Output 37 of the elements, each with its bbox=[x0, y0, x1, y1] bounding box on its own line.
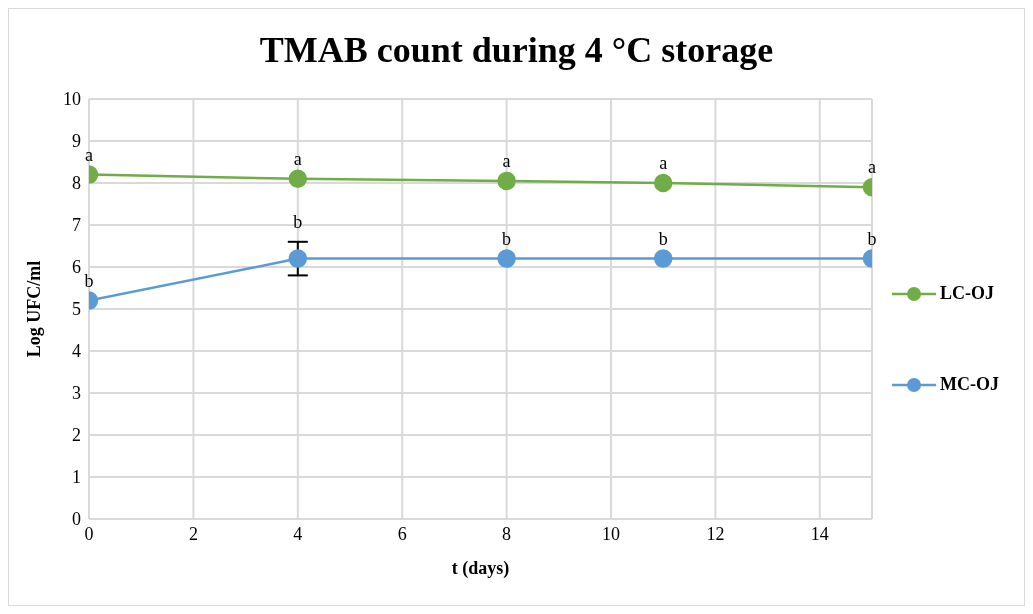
annotation: b bbox=[867, 228, 877, 249]
annotation: b bbox=[293, 211, 303, 232]
point bbox=[653, 249, 673, 268]
x-axis-title: t (days) bbox=[451, 558, 510, 579]
y-axis-title: Log UFC/ml bbox=[24, 260, 45, 358]
annotation: b bbox=[502, 228, 512, 249]
x-tick-label: 14 bbox=[810, 523, 829, 544]
x-tick-label: 2 bbox=[188, 523, 198, 544]
y-tick-label: 10 bbox=[63, 89, 81, 110]
annotation: a bbox=[659, 153, 668, 173]
annotation: a bbox=[502, 150, 511, 171]
x-tick-label: 8 bbox=[502, 523, 512, 544]
y-tick-label: 7 bbox=[72, 215, 81, 236]
y-tick-label: 9 bbox=[72, 131, 81, 152]
annotation: a bbox=[868, 157, 877, 178]
point bbox=[497, 249, 516, 268]
annotation: a bbox=[293, 148, 302, 169]
x-tick-label: 12 bbox=[706, 523, 725, 544]
y-tick-label: 1 bbox=[72, 467, 81, 488]
y-tick-label: 4 bbox=[72, 341, 81, 362]
x-tick-label: 4 bbox=[293, 523, 303, 544]
annotation: b bbox=[658, 228, 668, 249]
x-tick-label: 10 bbox=[602, 523, 621, 544]
annotation: a bbox=[85, 144, 93, 165]
point bbox=[653, 173, 673, 193]
point bbox=[497, 171, 516, 191]
x-tick-label: 6 bbox=[397, 523, 407, 544]
y-tick-label: 8 bbox=[72, 173, 81, 194]
legend-label: MC-OJ bbox=[940, 374, 999, 395]
y-tick-label: 2 bbox=[72, 425, 81, 446]
chart-title: TMAB count during 4 °C storage bbox=[258, 29, 775, 72]
y-tick-label: 5 bbox=[72, 299, 81, 320]
y-tick-label: 6 bbox=[72, 257, 81, 278]
legend-label: LC-OJ bbox=[940, 283, 995, 304]
annotation: b bbox=[84, 270, 94, 291]
y-tick-label: 0 bbox=[72, 509, 81, 530]
y-tick-label: 3 bbox=[72, 383, 81, 404]
